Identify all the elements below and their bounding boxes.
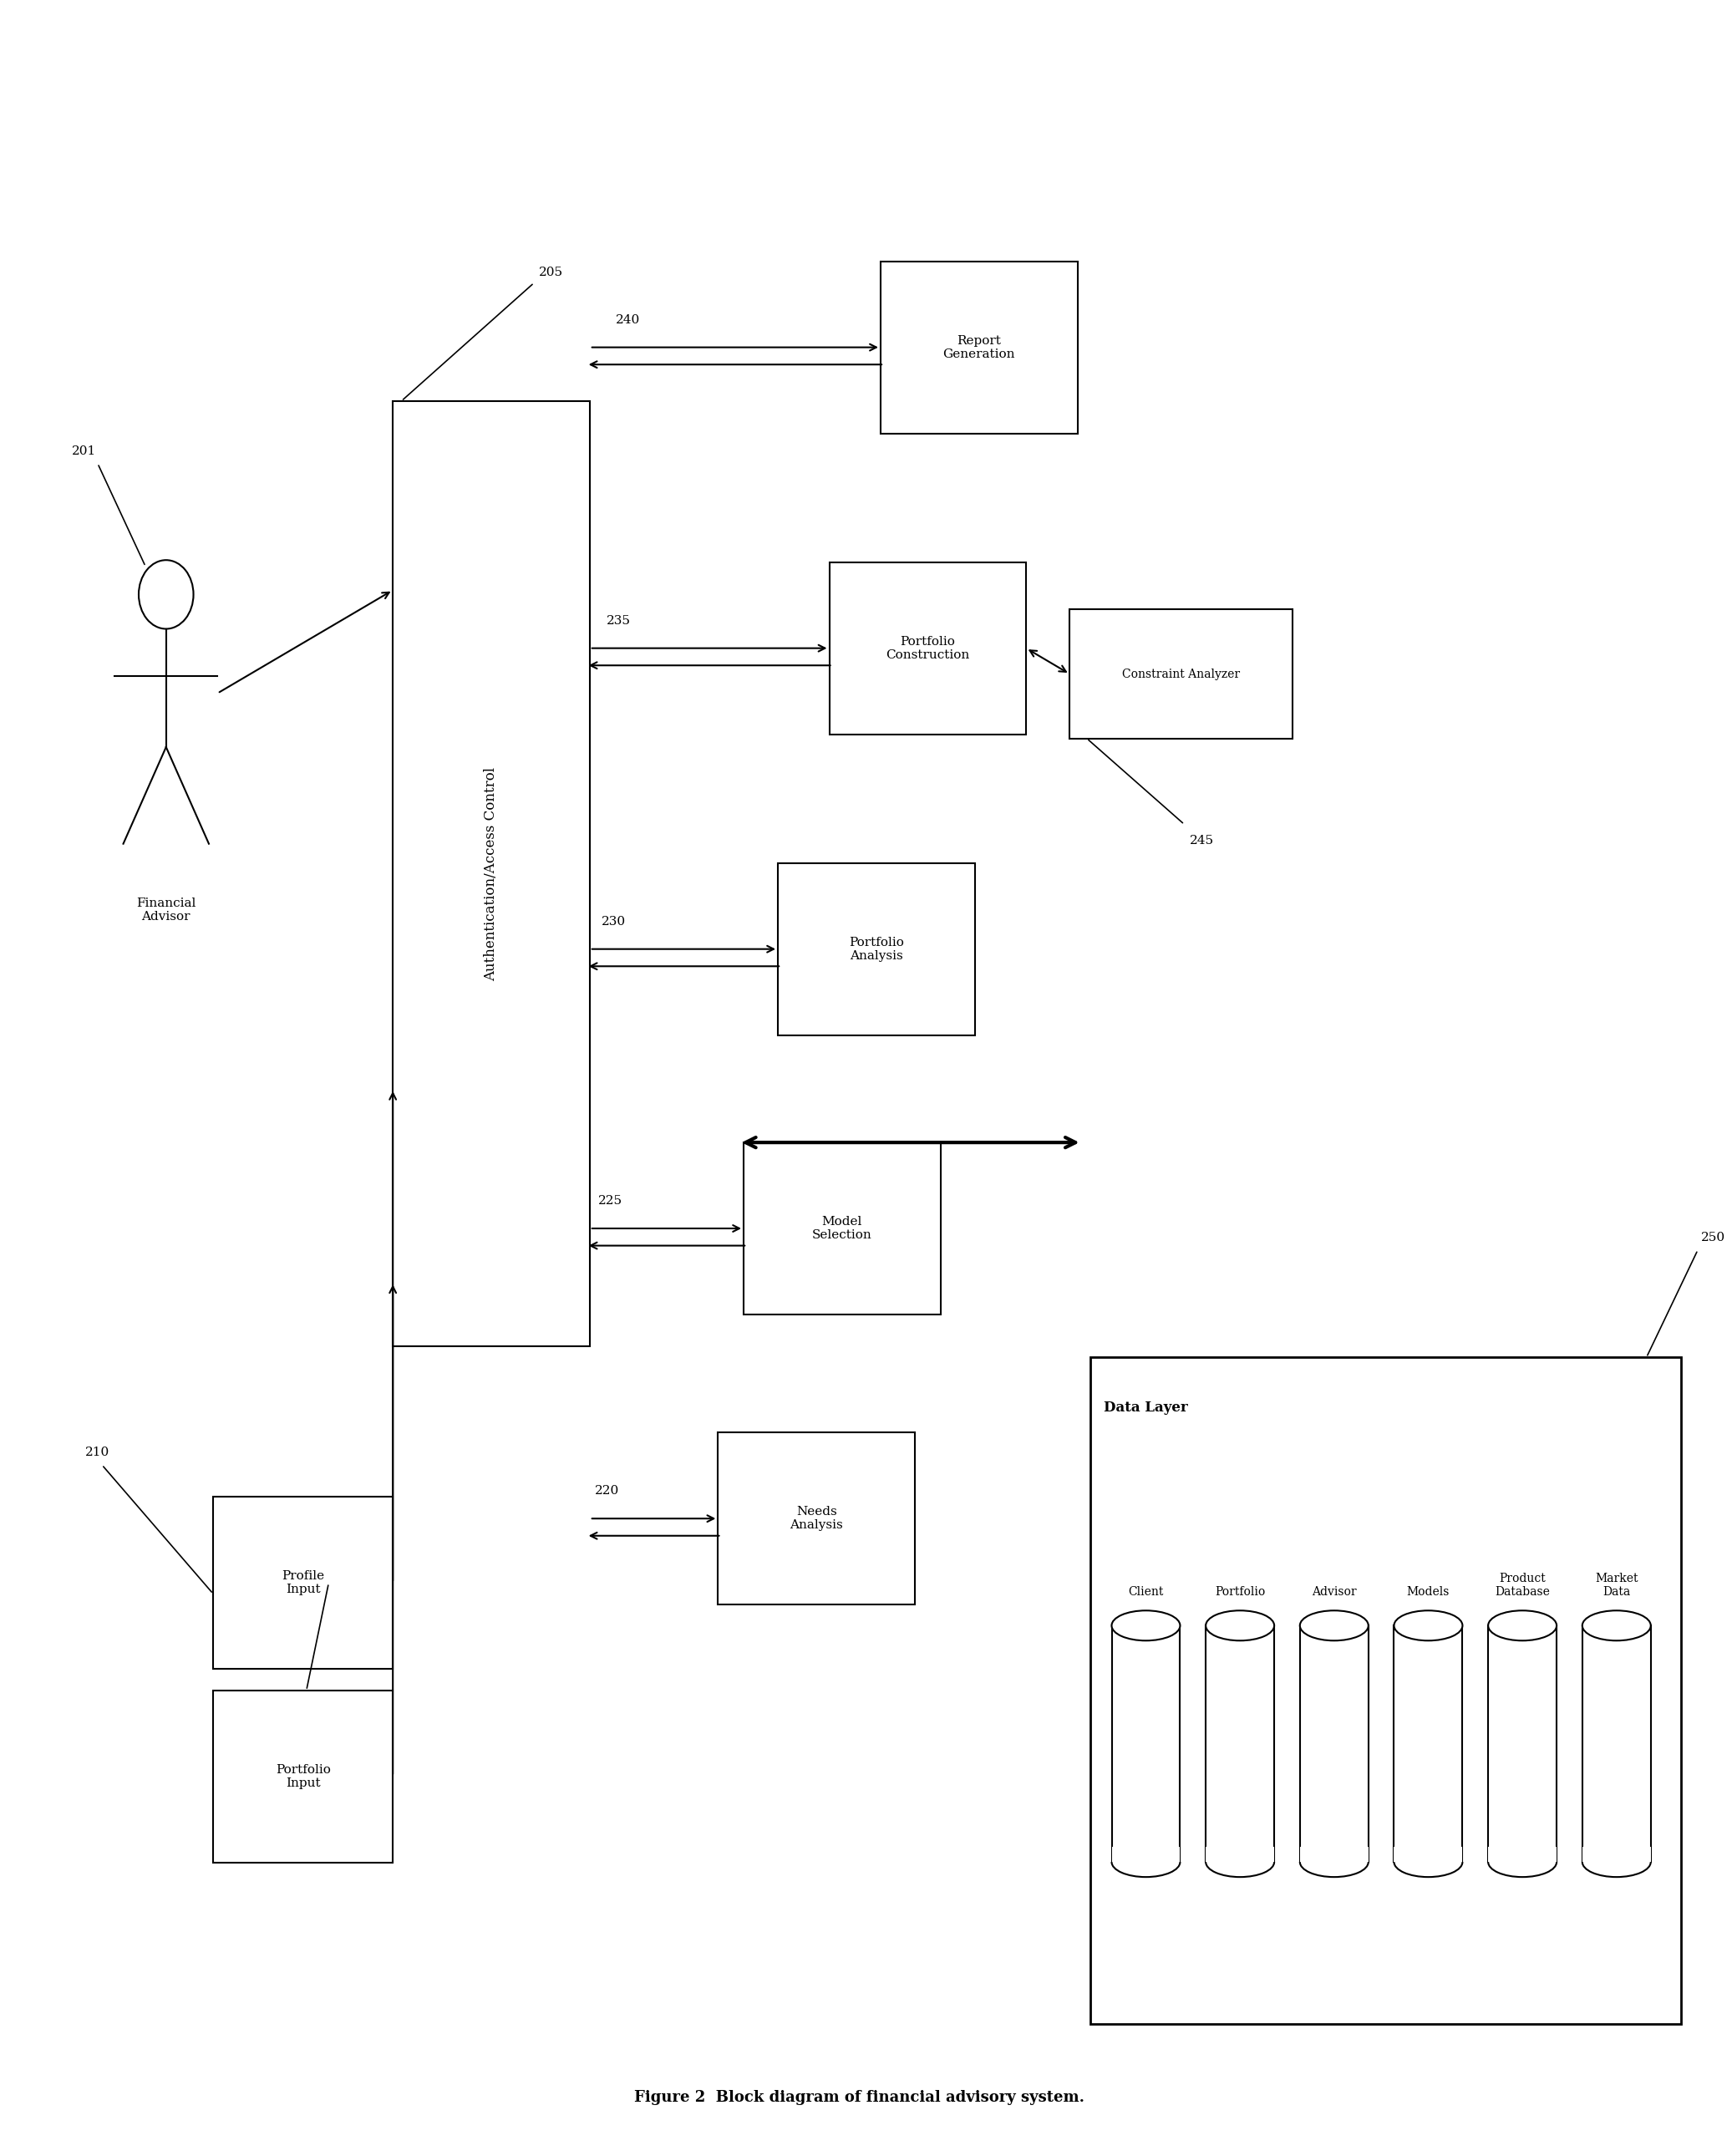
Ellipse shape	[1488, 1611, 1557, 1641]
Text: 225: 225	[598, 1194, 622, 1207]
Text: Product
Database: Product Database	[1495, 1572, 1550, 1598]
Text: Portfolio: Portfolio	[1214, 1587, 1264, 1598]
Text: Financial
Advisor: Financial Advisor	[137, 897, 196, 923]
Text: Authentication/Access Control: Authentication/Access Control	[485, 768, 499, 981]
Ellipse shape	[1394, 1611, 1462, 1641]
Text: 205: 205	[539, 267, 563, 278]
Bar	[1301, 1848, 1368, 1878]
Bar	[830, 563, 1025, 735]
Bar	[1112, 1848, 1179, 1878]
Ellipse shape	[1205, 1611, 1275, 1641]
Text: Client: Client	[1128, 1587, 1164, 1598]
Bar	[1205, 1848, 1275, 1878]
Bar	[1488, 1848, 1557, 1878]
Text: 235: 235	[606, 614, 630, 627]
Text: Model
Selection: Model Selection	[812, 1216, 871, 1242]
Bar	[719, 1432, 914, 1604]
Ellipse shape	[1301, 1611, 1368, 1641]
Text: Profile
Input: Profile Input	[282, 1570, 324, 1595]
Text: 240: 240	[615, 315, 639, 326]
Text: Portfolio
Construction: Portfolio Construction	[885, 636, 970, 660]
Text: Portfolio
Input: Portfolio Input	[275, 1764, 331, 1789]
Bar	[213, 1496, 393, 1669]
Text: Models: Models	[1406, 1587, 1450, 1598]
Ellipse shape	[1583, 1611, 1651, 1641]
Bar	[778, 862, 975, 1035]
Text: Constraint Analyzer: Constraint Analyzer	[1122, 668, 1240, 679]
Text: Data Layer: Data Layer	[1103, 1401, 1188, 1414]
Bar	[1089, 1358, 1680, 2024]
Text: 230: 230	[601, 916, 625, 927]
Bar	[743, 1143, 940, 1315]
Text: Portfolio
Analysis: Portfolio Analysis	[849, 936, 904, 962]
Bar	[1070, 610, 1292, 740]
Text: 201: 201	[73, 446, 97, 457]
Bar	[213, 1690, 393, 1863]
Text: Report
Generation: Report Generation	[942, 334, 1015, 360]
Text: Needs
Analysis: Needs Analysis	[790, 1505, 843, 1531]
Text: Market
Data: Market Data	[1595, 1572, 1638, 1598]
Ellipse shape	[1112, 1611, 1179, 1641]
Bar	[880, 261, 1077, 433]
Text: 245: 245	[1190, 834, 1214, 847]
Text: 210: 210	[85, 1447, 109, 1457]
Text: 250: 250	[1701, 1231, 1725, 1244]
Text: Advisor: Advisor	[1311, 1587, 1356, 1598]
Text: Figure 2  Block diagram of financial advisory system.: Figure 2 Block diagram of financial advi…	[634, 2089, 1084, 2104]
Bar	[393, 401, 589, 1348]
Bar	[1583, 1848, 1651, 1878]
Text: 215: 215	[331, 1565, 355, 1576]
Bar	[1394, 1848, 1462, 1878]
Text: 220: 220	[594, 1485, 620, 1496]
